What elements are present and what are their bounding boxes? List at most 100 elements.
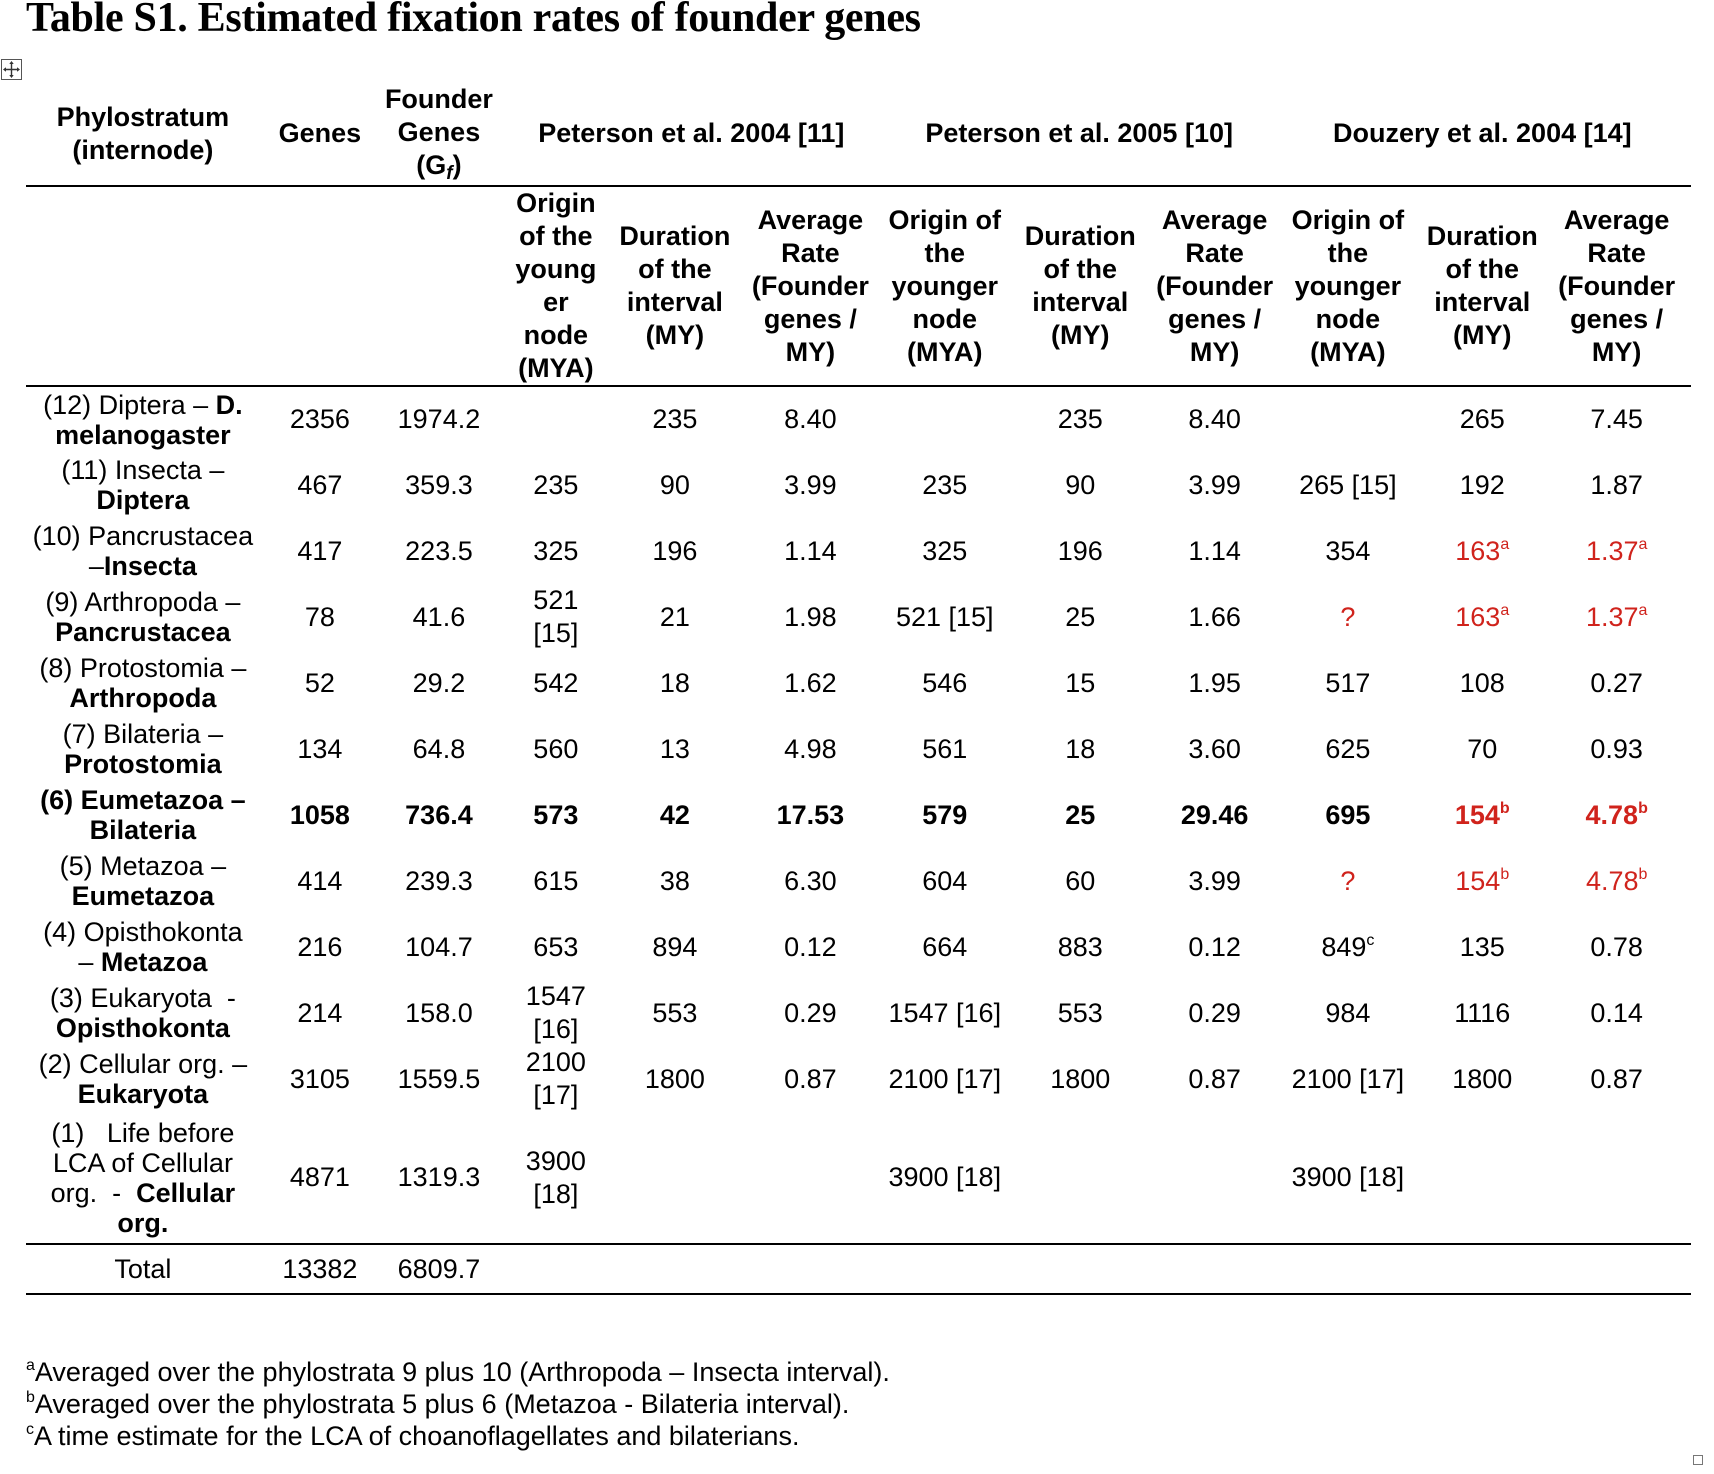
table-row: (2) Cellular org. – Eukaryota 3105 1559.5 21… <box>26 1046 1691 1112</box>
subheader-row: Origin of the young er node (MYA) Duration of t… <box>26 186 1691 387</box>
duration-cell-p05: 60 <box>1005 848 1156 914</box>
rate-cell-p05: 3.60 <box>1156 716 1274 782</box>
move-cross-icon[interactable] <box>1 59 22 80</box>
phylostratum-taxon: Cellular <box>136 1177 236 1208</box>
phylostratum-cell: (6) Eumetazoa – Bilateria <box>26 782 260 848</box>
cell-value: 265 [15] <box>1299 469 1397 500</box>
header-line: interval <box>1434 287 1531 317</box>
founder-genes-cell: 104.7 <box>405 931 473 962</box>
average-rate-header-p04: Average Rate (Founder genes / MY) <box>736 186 885 387</box>
phylostratum-cell: (1) Life before LCA of Cellular org. - Cel… <box>26 1112 260 1245</box>
duration-cell-p05: 235 <box>1005 386 1156 452</box>
cell-value: 3.99 <box>1188 865 1241 896</box>
origin-cell-d04: 265 [15] <box>1274 452 1423 518</box>
footnote-mark: b <box>1638 865 1648 883</box>
average-rate-header-d04: Average Rate (Founder genes / MY) <box>1542 186 1691 387</box>
header-line: Rate <box>1185 237 1244 268</box>
phylostratum-taxon: Protostomia <box>64 749 222 779</box>
table-row: (11) Insecta – Diptera 467 359.3 235 90 3.99 23… <box>26 452 1691 518</box>
duration-cell-p04: 196 <box>614 518 736 584</box>
rate-cell-d04: 7.45 <box>1542 386 1691 452</box>
footnote-mark: b <box>1638 799 1648 817</box>
duration-cell-p04: 1800 <box>614 1046 736 1112</box>
rate-cell-d04: 0.93 <box>1542 716 1691 782</box>
phylostratum-text: (3) Eukaryota - <box>49 983 236 1013</box>
total-section: Total 13382 6809.7 <box>26 1244 1691 1295</box>
cell-value: 3900 [18] <box>1291 1162 1405 1192</box>
origin-cell-p05: 325 <box>885 518 1005 584</box>
rate-cell-d04: 0.78 <box>1542 914 1691 980</box>
rate-cell-p05: 1.95 <box>1156 650 1274 716</box>
footnote-mark: a <box>1500 535 1510 553</box>
phylostratum-taxon: Eumetazoa <box>71 881 215 911</box>
genes-cell: 214 <box>297 997 343 1028</box>
duration-cell-d04: 1800 <box>1422 1046 1542 1112</box>
header-line: interval <box>626 287 723 317</box>
cell-value: 615 <box>533 865 579 896</box>
cell-value: 196 <box>1057 535 1103 566</box>
header-line: Duration <box>1024 221 1136 251</box>
cell-value: 4.98 <box>784 733 837 764</box>
duration-cell-p04 <box>613 1112 737 1245</box>
genes-cell: 52 <box>304 667 335 698</box>
origin-cell-p05: 1547 [16] <box>885 980 1005 1046</box>
header-line: genes / <box>1570 303 1664 334</box>
phylostratum-line: (12) Diptera – D. <box>26 390 260 420</box>
genes-cell: 4871 <box>259 1112 380 1245</box>
header-line: Rate <box>781 237 840 268</box>
footnote-mark: b <box>1499 799 1510 817</box>
cell-value: 664 <box>922 931 968 962</box>
cell-value: 15 <box>1065 667 1096 698</box>
header-line: (MY) <box>1453 320 1512 350</box>
header-line: (internode) <box>72 134 214 165</box>
cell-value: 517 <box>1325 667 1371 698</box>
header-line: Duration <box>1426 221 1538 251</box>
cell-value: 0.29 <box>1188 997 1241 1028</box>
phylostratum-line: Arthropoda <box>26 683 260 713</box>
phylostratum-line: Opisthokonta <box>26 1013 260 1043</box>
genes-cell: 134 <box>297 733 343 764</box>
footnote-mark: b <box>1500 865 1510 883</box>
phylostratum-taxon: melanogaster <box>55 419 231 450</box>
phylostratum-cell: (2) Cellular org. – Eukaryota <box>26 1046 260 1112</box>
origin-cell-p05 <box>885 386 1005 452</box>
phylostratum-taxon: D. <box>215 389 243 420</box>
founder-genes-cell: 1974.2 <box>397 404 481 434</box>
cell-value: 235 <box>1057 404 1103 434</box>
header-line: of the <box>1445 254 1520 284</box>
origin-cell-d04: 695 <box>1274 782 1423 848</box>
header-line: Rate <box>1587 237 1646 268</box>
rate-cell-p05: 8.40 <box>1156 386 1274 452</box>
cell-value: 4.78 <box>1585 799 1639 830</box>
origin-cell-p04: 542 <box>498 650 614 716</box>
phylostratum-cell: (12) Diptera – D. melanogaster <box>26 386 260 452</box>
table-row: (8) Protostomia – Arthropoda 52 29.2 542 18 1.… <box>26 650 1691 716</box>
cell-value: 560 <box>533 733 579 764</box>
footnotes: aAveraged over the phylostrata 9 plus 10… <box>26 1356 890 1452</box>
origin-header-d04: Origin of the younger node (MYA) <box>1273 186 1423 387</box>
header-line: the <box>924 237 966 268</box>
header-line: node <box>912 303 978 334</box>
cell-value: 1.37 <box>1585 601 1639 632</box>
header-line: young <box>515 254 597 284</box>
header-fragment: ) <box>452 149 462 180</box>
duration-cell-d04: 135 <box>1422 914 1542 980</box>
origin-cell-d04: ? <box>1274 584 1423 650</box>
founder-genes-cell: 41.6 <box>412 601 466 632</box>
cell-value: 0.87 <box>784 1063 837 1094</box>
rate-cell-p04: 0.29 <box>736 980 885 1046</box>
phylostratum-taxon: Metazoa <box>100 947 208 977</box>
phylostratum-line: LCA of Cellular <box>26 1148 260 1178</box>
phylostratum-line: Eumetazoa <box>26 881 260 911</box>
phylostratum-line: (9) Arthropoda – <box>26 587 260 617</box>
phylostratum-taxon: Eukaryota <box>77 1079 209 1109</box>
origin-cell-p05: 664 <box>885 914 1005 980</box>
resize-square-icon[interactable] <box>1693 1455 1703 1465</box>
phylostratum-line: (4) Opisthokonta <box>26 917 260 947</box>
cell-value: 1.87 <box>1590 469 1643 500</box>
founder-genes-cell: 158.0 <box>405 997 473 1028</box>
rate-cell-p04: 17.53 <box>736 782 885 848</box>
cell-value: 1547 [16] <box>525 981 586 1044</box>
duration-cell-p04: 235 <box>614 386 736 452</box>
header-line: (MYA) <box>907 336 983 367</box>
